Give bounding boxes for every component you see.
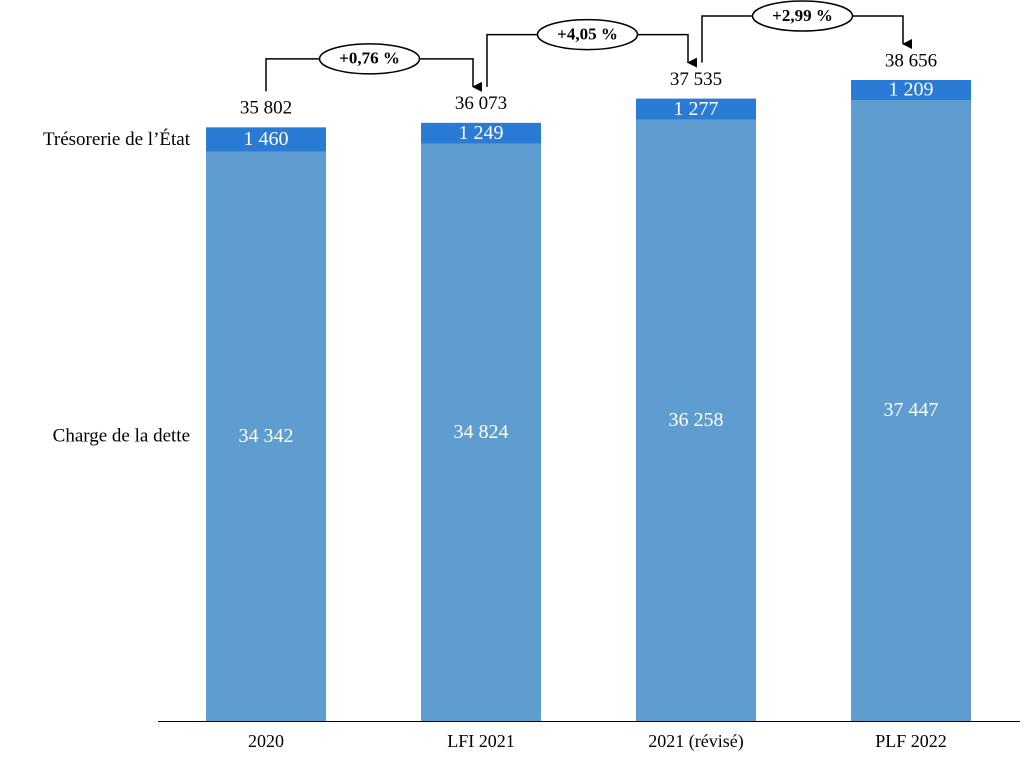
annotation-text: +2,99 % [772, 6, 833, 25]
annotation-text: +4,05 % [557, 24, 618, 43]
bar-segment [421, 143, 541, 721]
bar-segment [206, 127, 326, 152]
value-label: 34 342 [239, 425, 294, 447]
bar-segment [851, 80, 971, 101]
x-tick-label: 2020 [248, 731, 284, 751]
series-label: Trésorerie de l’État [43, 128, 191, 150]
annotation-bubble [318, 43, 421, 75]
series-label: Charge de la dette [53, 426, 190, 447]
x-tick-label: PLF 2022 [875, 731, 947, 751]
value-label: 1 249 [459, 122, 504, 144]
value-label: 34 824 [454, 421, 509, 443]
value-label: 1 277 [674, 98, 719, 120]
x-tick-label: 2021 (révisé) [648, 731, 743, 752]
annotation-bubble [536, 18, 639, 51]
bar-segment [851, 100, 971, 721]
total-label: 38 656 [885, 50, 937, 71]
total-label: 37 535 [670, 69, 722, 90]
bar-segment [206, 151, 326, 721]
bar-segment [636, 119, 756, 721]
total-label: 35 802 [240, 98, 292, 119]
bar-segment [636, 98, 756, 120]
value-label: 37 447 [884, 399, 939, 421]
value-label: 36 258 [669, 409, 724, 431]
value-label: 1 209 [889, 79, 934, 101]
x-tick-label: LFI 2021 [447, 731, 515, 751]
bar-segment [421, 122, 541, 144]
annotation-bubble [751, 0, 854, 32]
total-label: 36 073 [455, 93, 507, 114]
annotation-text: +0,76 % [339, 49, 400, 68]
value-label: 1 460 [244, 128, 289, 150]
